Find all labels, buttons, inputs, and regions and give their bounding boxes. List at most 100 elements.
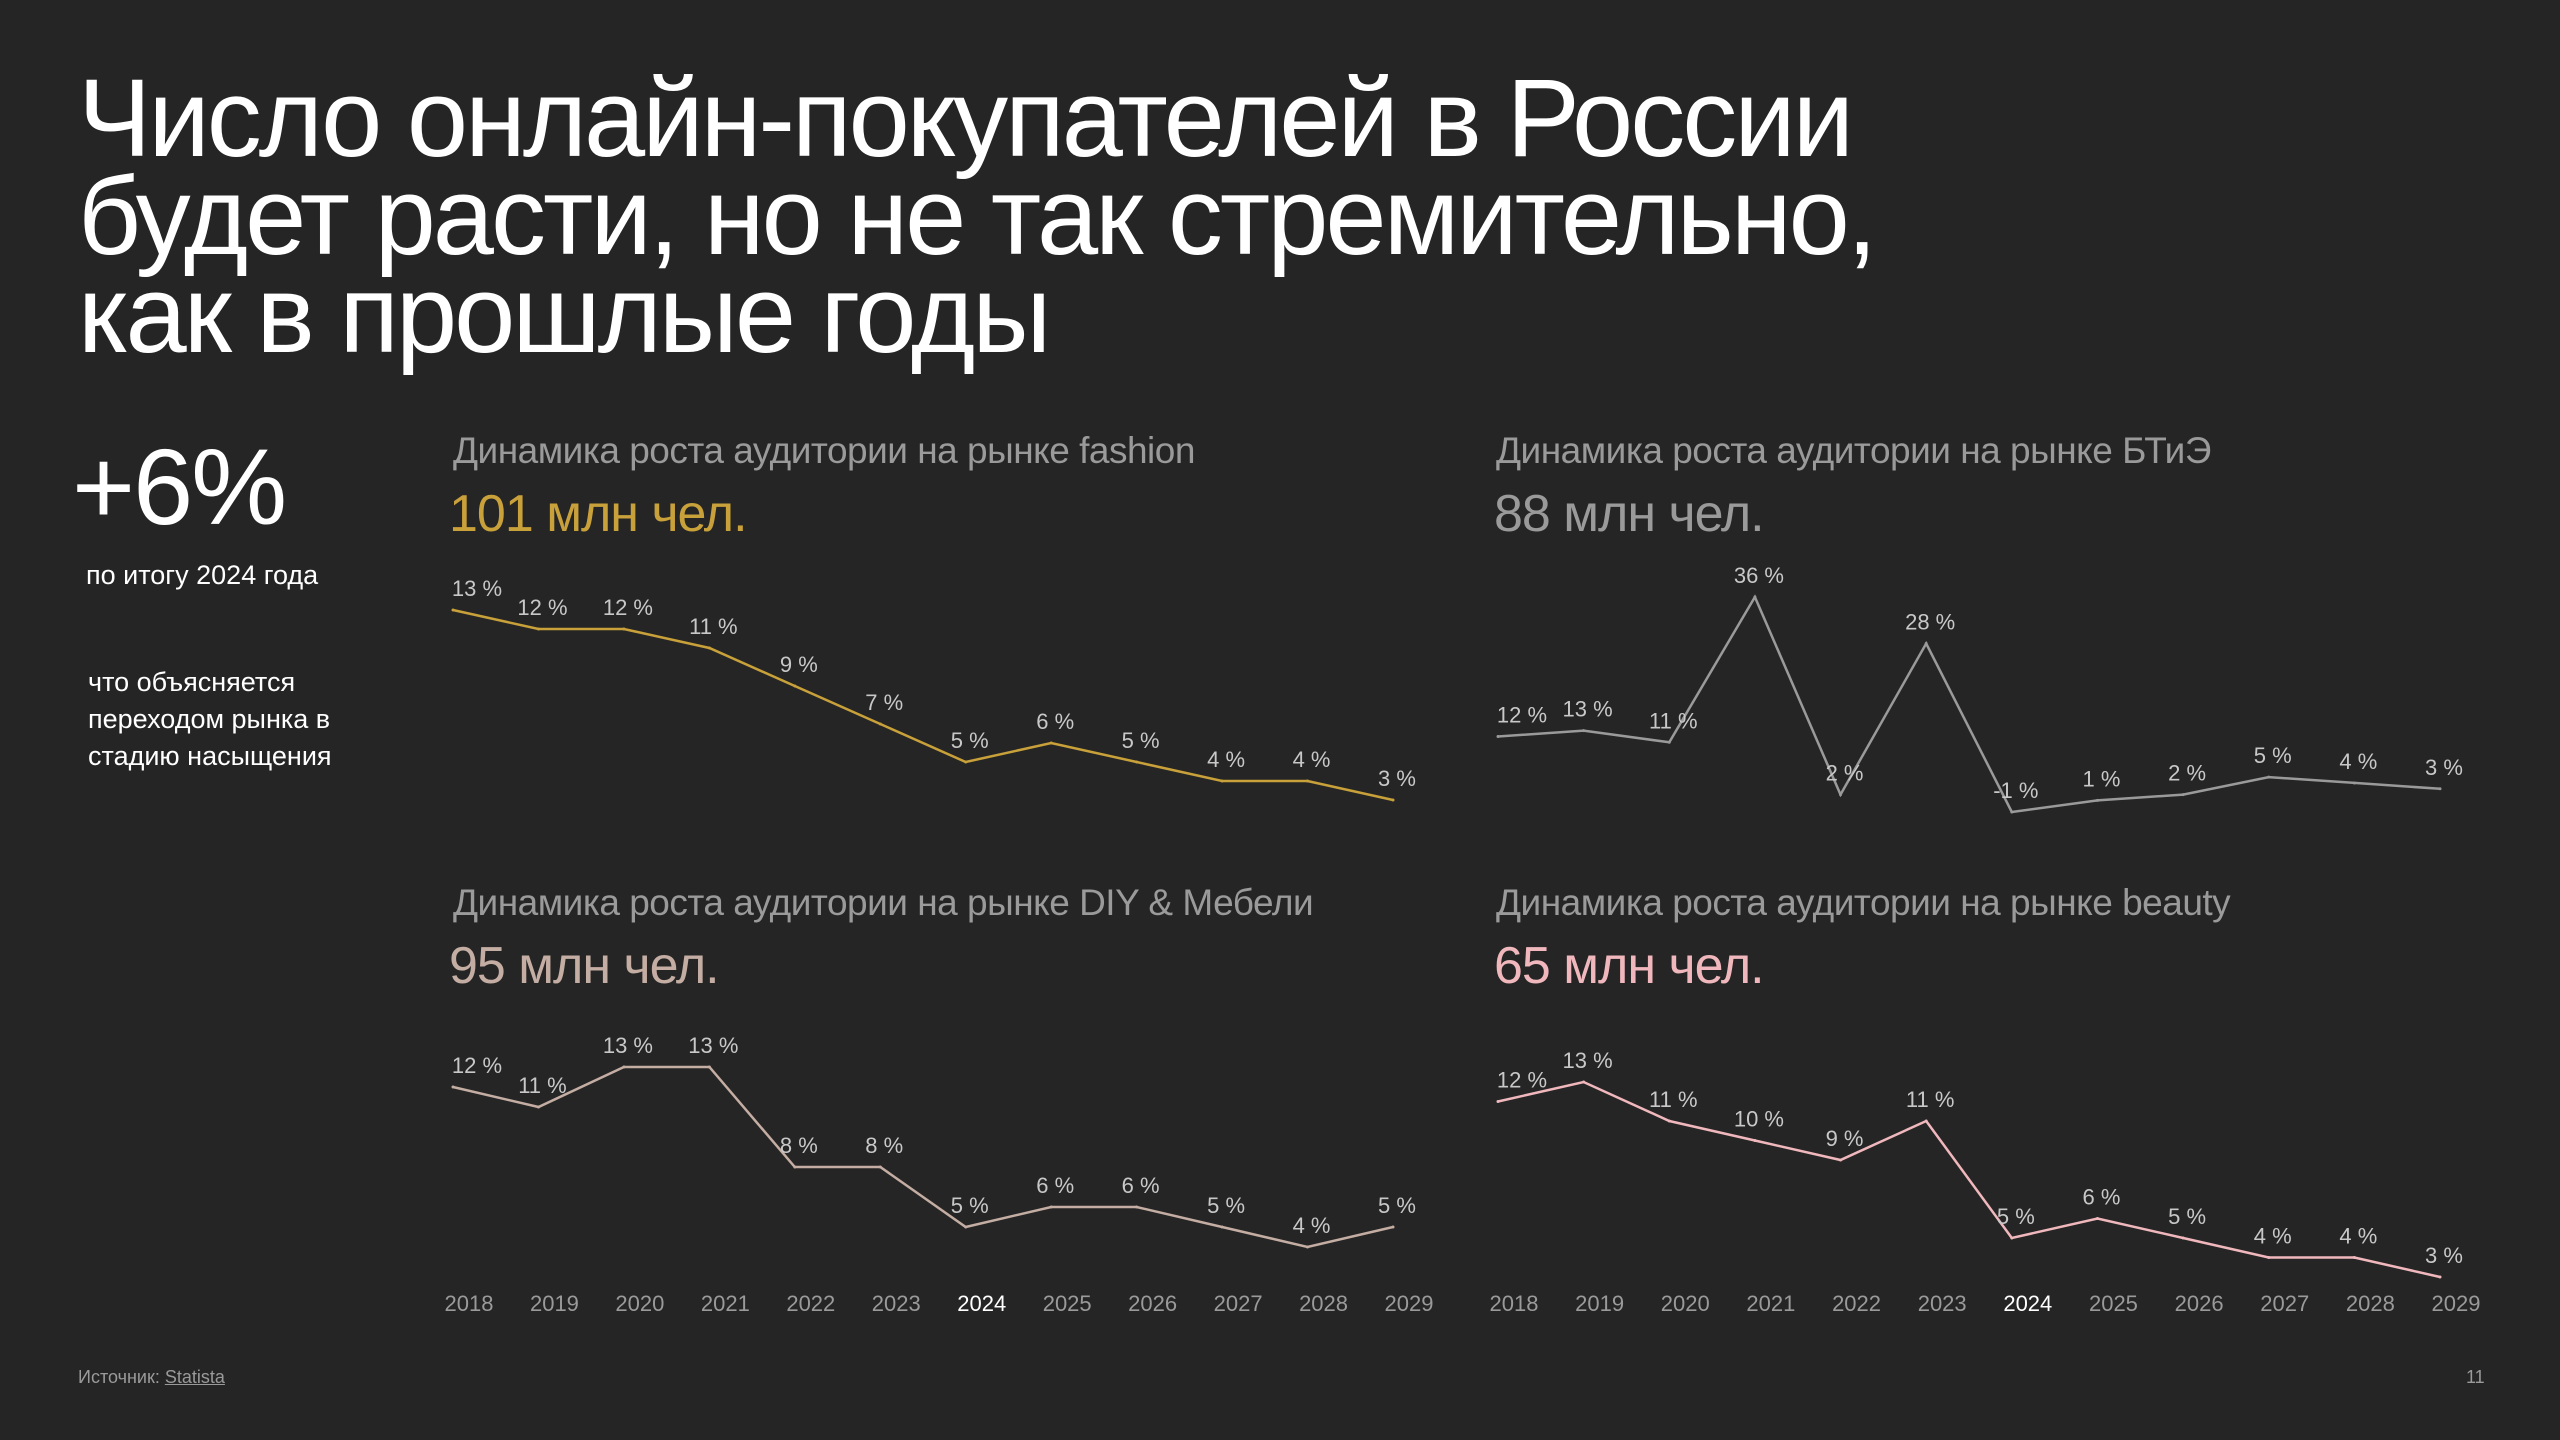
chart-subtitle-fashion: 101 млн чел. bbox=[449, 485, 748, 543]
data-point bbox=[2095, 798, 2099, 802]
data-point bbox=[1839, 793, 1843, 797]
data-point bbox=[1924, 641, 1928, 645]
data-label: 5 % bbox=[951, 1193, 989, 1218]
data-point bbox=[536, 627, 540, 631]
data-point bbox=[2438, 787, 2442, 791]
source-link[interactable]: Statista bbox=[164, 1367, 225, 1387]
data-point bbox=[1667, 740, 1671, 744]
data-label: 4 % bbox=[1293, 1213, 1331, 1238]
data-point bbox=[2267, 1256, 2271, 1259]
chart-beauty: 12 % 13 % 11 % 10 % 9 % 11 % 5 % 6 % 5 % 4 % 4 % 3 … bbox=[1490, 1048, 2481, 1316]
data-label: 13 % bbox=[452, 576, 502, 601]
data-label: 11 % bbox=[689, 614, 738, 639]
chart-subtitle-beauty: 65 млн чел. bbox=[1494, 937, 1765, 995]
data-point bbox=[1220, 1225, 1224, 1229]
chart-title-diy: Динамика роста аудитории на рынке DIY & … bbox=[453, 882, 1314, 923]
chart-subtitle-diy: 95 млн чел. bbox=[449, 937, 720, 995]
data-point bbox=[2095, 1217, 2099, 1220]
data-point bbox=[2352, 1256, 2356, 1259]
chart-title-btie: Динамика роста аудитории на рынке БТиЭ bbox=[1496, 430, 2211, 471]
data-label: 13 % bbox=[1563, 1048, 1613, 1073]
title-line: Число онлайн-покупателей в России bbox=[78, 57, 1854, 180]
data-point bbox=[1391, 798, 1395, 802]
data-label: 4 % bbox=[2254, 1224, 2292, 1249]
data-point bbox=[1306, 1245, 1310, 1249]
x-tick-label: 2018 bbox=[1490, 1291, 1539, 1316]
data-point bbox=[2181, 1236, 2185, 1240]
x-tick-label: 2020 bbox=[1661, 1291, 1710, 1316]
chart-btie: 12 % 13 % 11 % 36 % 2 % 28 % -1 % 1 % 2 % 5 % 4 % 3… bbox=[1496, 563, 2463, 814]
page-title: Число онлайн-покупателей в России будет … bbox=[78, 57, 1978, 370]
data-label: 12 % bbox=[452, 1053, 502, 1078]
data-point bbox=[2181, 793, 2185, 797]
x-tick-label: 2028 bbox=[2346, 1291, 2395, 1316]
data-point bbox=[1306, 779, 1310, 783]
data-point bbox=[1667, 1119, 1671, 1123]
data-label: 6 % bbox=[1036, 709, 1074, 734]
chart-fashion: 13 % 12 % 12 % 11 % 9 % 7 % 5 % 6 % 5 % 4 % 4 % 3 % bbox=[451, 576, 1416, 802]
x-tick-label: 2021 bbox=[1746, 1291, 1795, 1316]
x-tick-label: 2026 bbox=[2175, 1291, 2224, 1316]
data-point bbox=[964, 760, 968, 764]
growth-stat-value: +6% bbox=[72, 426, 287, 547]
data-point bbox=[1135, 760, 1139, 764]
data-point bbox=[878, 722, 882, 726]
chart-diy: 12 % 11 % 13 % 13 % 8 % 8 % 5 % 6 % 6 % 5 % 4 % 5 %… bbox=[445, 1033, 1434, 1316]
data-label: 6 % bbox=[2082, 1185, 2120, 1210]
data-point bbox=[1496, 1100, 1500, 1103]
page-number: 11 bbox=[2466, 1367, 2485, 1387]
data-label: 6 % bbox=[1122, 1173, 1160, 1198]
series-line bbox=[1497, 594, 2441, 814]
chart-title-fashion: Динамика роста аудитории на рынке fashio… bbox=[453, 430, 1195, 471]
data-label: 12 % bbox=[517, 595, 567, 620]
data-label: 11 % bbox=[1649, 708, 1698, 733]
data-point bbox=[793, 684, 797, 688]
x-tick-label: 2018 bbox=[445, 1291, 494, 1316]
data-label: 11 % bbox=[518, 1073, 567, 1098]
data-label: 6 % bbox=[1036, 1173, 1074, 1198]
data-point bbox=[964, 1225, 968, 1229]
data-point bbox=[622, 627, 626, 631]
data-label: 13 % bbox=[1563, 697, 1613, 722]
x-tick-label: 2027 bbox=[1214, 1291, 1263, 1316]
data-label: 12 % bbox=[603, 595, 653, 620]
x-tick-label: 2025 bbox=[1043, 1291, 1092, 1316]
data-label: 13 % bbox=[603, 1033, 653, 1058]
data-label: 4 % bbox=[2339, 749, 2377, 774]
x-tick-label: 2019 bbox=[1575, 1291, 1624, 1316]
x-tick-label: 2029 bbox=[1385, 1291, 1434, 1316]
data-label: 5 % bbox=[951, 728, 989, 753]
x-tick-label: 2026 bbox=[1128, 1291, 1177, 1316]
data-label: -1 % bbox=[1993, 778, 2038, 803]
x-tick-label: 2021 bbox=[701, 1291, 750, 1316]
data-point bbox=[2352, 781, 2356, 785]
data-point bbox=[2010, 1236, 2014, 1240]
data-label: 3 % bbox=[2425, 1243, 2463, 1268]
data-point bbox=[2010, 810, 2014, 814]
data-label: 36 % bbox=[1734, 563, 1784, 588]
data-point bbox=[451, 1085, 455, 1089]
data-label: 4 % bbox=[1207, 747, 1245, 772]
x-tick-label: 2024 bbox=[2003, 1291, 2052, 1316]
data-label: 5 % bbox=[1378, 1193, 1416, 1218]
data-label: 5 % bbox=[1207, 1193, 1245, 1218]
source-note: Источник: Statista bbox=[78, 1367, 225, 1388]
data-point bbox=[451, 608, 455, 612]
x-tick-label: 2019 bbox=[530, 1291, 579, 1316]
data-point bbox=[1391, 1225, 1395, 1229]
chart-title-beauty: Динамика роста аудитории на рынке beauty bbox=[1496, 882, 2231, 923]
x-tick-label: 2028 bbox=[1299, 1291, 1348, 1316]
data-point bbox=[622, 1065, 626, 1069]
title-line: будет расти, но не так стремительно, bbox=[78, 155, 1877, 278]
data-label: 1 % bbox=[2082, 766, 2120, 791]
data-point bbox=[707, 646, 711, 650]
data-label: 4 % bbox=[2339, 1224, 2377, 1249]
data-point bbox=[1582, 1080, 1586, 1084]
data-label: 2 % bbox=[1826, 761, 1864, 786]
x-tick-label: 2022 bbox=[786, 1291, 835, 1316]
data-point bbox=[1839, 1158, 1843, 1162]
data-label: 9 % bbox=[1826, 1126, 1864, 1151]
data-point bbox=[2438, 1275, 2442, 1279]
data-label: 5 % bbox=[1122, 728, 1160, 753]
